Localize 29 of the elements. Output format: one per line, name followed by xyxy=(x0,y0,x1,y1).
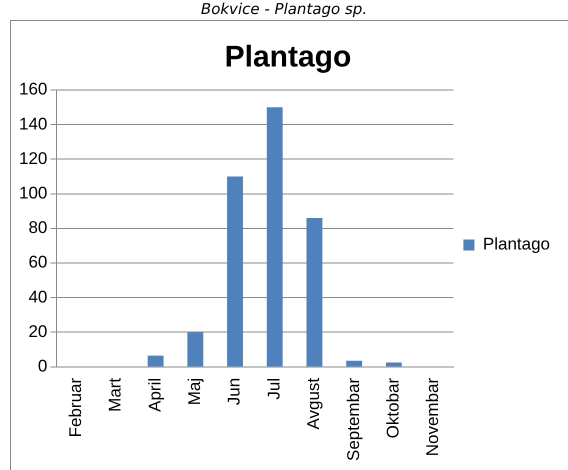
legend-label: Plantago xyxy=(482,234,550,254)
bar xyxy=(306,218,322,366)
y-tick-label: 60 xyxy=(28,252,48,272)
x-tick-label: Avgust xyxy=(304,378,324,430)
y-tick-label: 160 xyxy=(18,80,48,99)
x-tick-label: Oktobar xyxy=(384,378,403,438)
x-tick-label: Jun xyxy=(224,378,244,406)
y-tick-label: 120 xyxy=(18,148,48,168)
x-tick-label: April xyxy=(145,378,164,412)
x-tick-label: Maj xyxy=(185,378,204,406)
x-tick-label: Novembar xyxy=(423,378,442,456)
x-tick-label: Mart xyxy=(106,378,125,412)
bar xyxy=(386,362,402,366)
y-tick-label: 20 xyxy=(28,322,48,341)
bar xyxy=(148,356,164,366)
y-tick-label: 80 xyxy=(28,218,48,238)
chart-subtitle: Bokvice - Plantago sp. xyxy=(200,0,368,18)
x-tick-label: Septembar xyxy=(344,378,363,462)
y-tick-label: 40 xyxy=(28,287,48,306)
bar xyxy=(266,107,283,366)
bar xyxy=(346,360,362,366)
bar xyxy=(187,332,204,366)
chart-title: Plantago xyxy=(224,40,352,74)
x-tick-label: Februar xyxy=(66,378,85,438)
x-tick-label: Jul xyxy=(264,378,284,400)
y-tick-label: 0 xyxy=(38,356,48,376)
y-tick-label: 140 xyxy=(18,114,48,134)
bar xyxy=(227,176,243,366)
y-tick-label: 100 xyxy=(18,184,48,203)
